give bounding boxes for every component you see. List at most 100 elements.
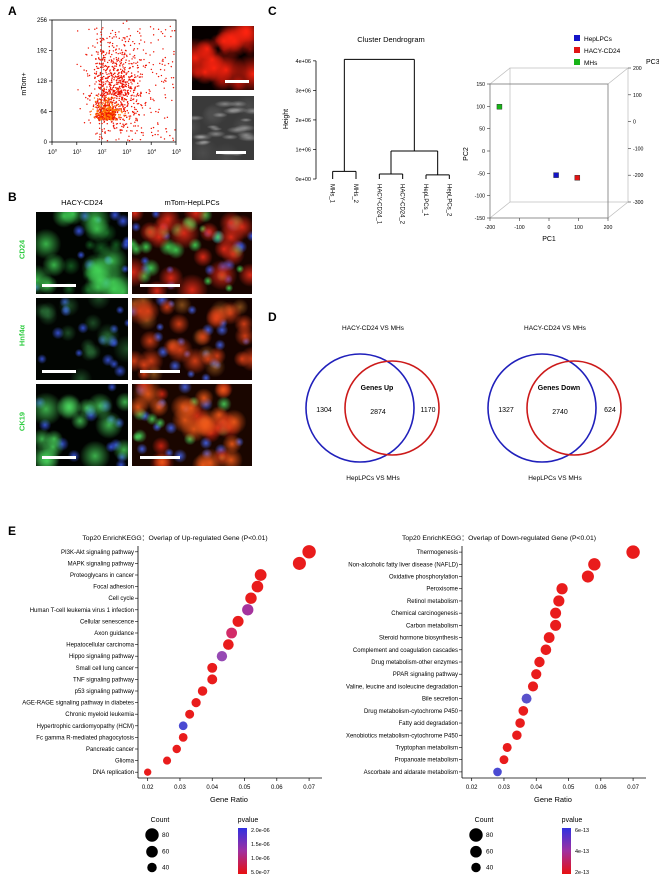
venn-bottom-label: HepLPCs VS MHs xyxy=(346,475,400,482)
legend-swatch xyxy=(574,59,580,65)
legend-count-dot xyxy=(145,828,159,842)
dot xyxy=(242,604,254,616)
tick-label: 150 xyxy=(476,82,485,88)
legend-count-dot xyxy=(470,845,482,858)
leaf-label: MHs_2 xyxy=(352,184,358,204)
legend-count-dot xyxy=(147,862,157,873)
plot-frame xyxy=(51,19,177,143)
category-label: Fc gamma R-mediated phagocytosis xyxy=(36,735,134,741)
tick-label: 100 xyxy=(476,104,485,110)
dot xyxy=(512,730,522,741)
dotplot-x-axis-label: Gene Ratio xyxy=(534,795,572,804)
category-label: AGE-RAGE signaling pathway in diabetes xyxy=(22,701,134,707)
dot xyxy=(518,705,529,716)
leaf-label: HACY-CD24_1 xyxy=(375,184,381,225)
if-image-hnf4a-mtom xyxy=(132,298,252,380)
panel-d-label: D xyxy=(268,310,277,324)
legend-count-label: 80 xyxy=(162,832,170,839)
tick-label: 0.05 xyxy=(239,785,251,791)
row-label-hnf4a: Hnf4α xyxy=(17,324,27,347)
pca-point-HACY-CD24 xyxy=(574,175,581,181)
dot xyxy=(251,580,264,593)
dot xyxy=(178,721,188,731)
tick-label: 256 xyxy=(37,18,48,24)
tick-label: 0.04 xyxy=(530,785,542,791)
venn-genes-down: HACY-CD24 VS MHs Genes Down 1327 2740 62… xyxy=(487,325,622,482)
pvalue-colorbar xyxy=(562,828,571,874)
legend-pvalue-label: 1.0e-06 xyxy=(251,856,270,862)
tick-label: 128 xyxy=(37,79,48,85)
dot xyxy=(499,755,509,765)
plot-frame xyxy=(489,83,609,219)
category-label: Glioma xyxy=(115,759,135,765)
venn-left-circle xyxy=(487,353,597,463)
dendrogram-y-axis-label: Height xyxy=(283,109,290,129)
dotplot-title: Top20 EnrichKEGG：Overlap of Up-regulated… xyxy=(82,535,267,542)
tick-label: 0.04 xyxy=(206,785,218,791)
dot xyxy=(493,767,502,777)
panel-b-label: B xyxy=(8,190,17,204)
column-header-hacy-cd24: HACY-CD24 xyxy=(61,198,103,207)
category-label: Carbon metabolism xyxy=(406,623,458,629)
category-label: MAPK signaling pathway xyxy=(68,561,134,567)
if-image-cd24-hacy xyxy=(36,212,128,294)
category-label: PI3K-Akt signaling pathway xyxy=(61,550,134,556)
tick-label: 64 xyxy=(40,110,47,116)
category-label: Small cell lung cancer xyxy=(76,666,134,672)
category-label: Drug metabolism-cytochrome P450 xyxy=(364,709,459,715)
dot xyxy=(232,615,244,627)
row-label-ck19: CK19 xyxy=(17,411,27,432)
category-label: Complement and coagulation cascades xyxy=(353,648,458,654)
category-label: Thermogenesis xyxy=(417,550,458,556)
category-label: Bile secretion xyxy=(422,697,458,703)
pca-x-axis-label: PC1 xyxy=(542,236,556,243)
tick-label: 0.07 xyxy=(627,785,639,791)
flow-y-axis-label: mTom+ xyxy=(21,72,28,95)
tick-label: 50 xyxy=(479,127,485,133)
tick-label: 100 xyxy=(48,148,58,157)
legend-count-title: Count xyxy=(151,817,170,824)
dot xyxy=(185,709,195,719)
legend-pvalue-title: pvalue xyxy=(562,817,583,824)
dot xyxy=(216,651,228,662)
category-label: Cell cycle xyxy=(108,596,134,602)
scale-bar xyxy=(42,456,76,459)
tick-label: 3e+06 xyxy=(296,88,311,94)
category-label: Steroid hormone biosynthesis xyxy=(379,636,458,642)
dot xyxy=(581,570,594,583)
tick-label: 0.05 xyxy=(563,785,575,791)
legend-label: MHs xyxy=(584,60,598,67)
tick-label: -50 xyxy=(478,171,486,177)
legend-pvalue-title: pvalue xyxy=(238,817,259,824)
pca-y-axis-label: PC2 xyxy=(463,147,470,161)
tick-label: 4e+06 xyxy=(296,59,311,65)
panel-a-label: A xyxy=(8,4,17,18)
legend-swatch xyxy=(574,35,580,41)
dot xyxy=(521,693,532,704)
category-label: Ascorbate and aldarate metabolism xyxy=(364,770,458,776)
legend-pvalue-label: 2e-13 xyxy=(575,870,589,876)
legend-pvalue-label: 4e-13 xyxy=(575,849,589,855)
column-header-mtom-heplpcs: mTom-HepLPCs xyxy=(164,198,220,207)
category-label: Human T-cell leukemia virus 1 infection xyxy=(30,608,134,614)
legend-pvalue-label: 2.0e-06 xyxy=(251,828,270,834)
venn-right-count: 624 xyxy=(604,407,616,414)
category-label: Peroxisome xyxy=(426,587,458,593)
category-label: Xenobiotics metabolism-cytochrome P450 xyxy=(346,733,459,739)
if-image-hnf4a-hacy xyxy=(36,298,128,380)
if-image-cd24-mtom xyxy=(132,212,252,294)
leaf-label: MHs_1 xyxy=(329,184,335,204)
venn-left-count: 1327 xyxy=(498,407,514,414)
legend-swatch xyxy=(574,47,580,53)
legend-count-label: 80 xyxy=(486,832,494,839)
scale-bar xyxy=(42,284,76,287)
venn-left-count: 1304 xyxy=(316,407,332,414)
dotplot-upregulated: Top20 EnrichKEGG：Overlap of Up-regulated… xyxy=(22,535,322,876)
venn-center-title: Genes Up xyxy=(361,385,394,392)
leaf-label: HepLPCs_2 xyxy=(445,184,451,217)
dotplot-downregulated: Top20 EnrichKEGG：Overlap of Down-regulat… xyxy=(346,535,646,876)
venn-right-circle xyxy=(526,360,622,456)
category-label: DNA replication xyxy=(93,770,134,776)
